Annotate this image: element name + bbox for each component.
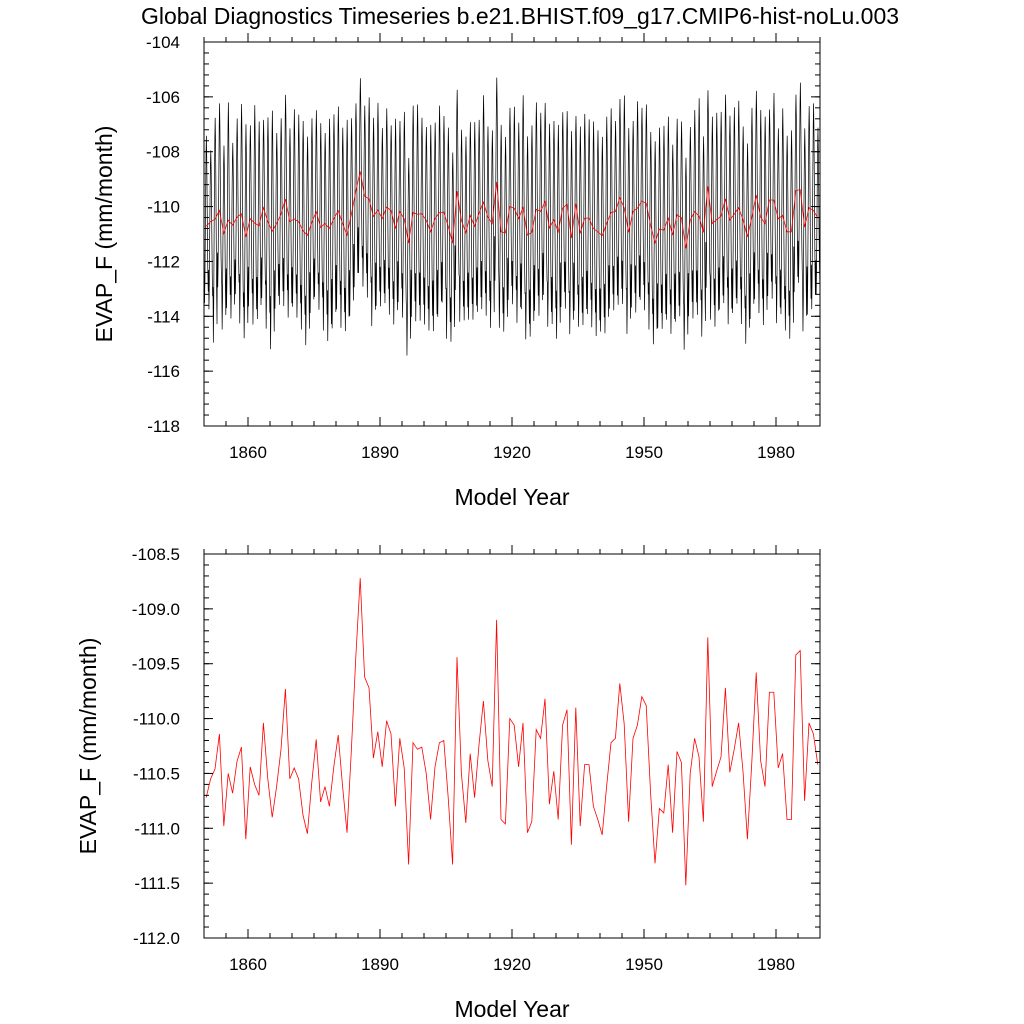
top-y-axis-title: EVAP_F (mm/month) — [91, 126, 117, 343]
bottom-y-tick-label: -109.5 — [132, 655, 180, 674]
top-y-tick-label: -118 — [147, 417, 180, 436]
top-x-tick-label: 1980 — [757, 443, 795, 462]
annual-mean-line — [205, 171, 819, 249]
bottom-y-tick-label: -109.0 — [132, 600, 180, 619]
chart-title: Global Diagnostics Timeseries b.e21.BHIS… — [141, 3, 899, 29]
bottom-plot-area — [205, 578, 819, 886]
bottom-y-axis-title: EVAP_F (mm/month) — [75, 638, 101, 855]
top-y-tick-label: -112 — [147, 252, 180, 271]
top-y-tick-label: -108 — [146, 143, 180, 162]
top-x-tick-label: 1860 — [229, 443, 267, 462]
top-x-axis-title: Model Year — [454, 484, 569, 510]
bottom-x-tick-label: 1980 — [757, 955, 795, 974]
bottom-x-tick-label: 1890 — [361, 955, 399, 974]
top-y-tick-label: -110 — [147, 198, 180, 217]
top-panel: 1860 1890 1920 1950 1980 -118 -116 -114 -112 -110… — [91, 33, 821, 510]
bottom-panel: 1860 1890 1920 1950 1980 -112.0 -111.5 -111.0 -1… — [75, 545, 821, 1022]
bottom-y-tick-label: -110.5 — [133, 764, 180, 783]
bottom-x-tick-label: 1920 — [493, 955, 531, 974]
top-y-tick-label: -104 — [146, 33, 180, 52]
top-y-tick-label: -116 — [147, 362, 180, 381]
bottom-y-tick-label: -111.5 — [134, 874, 180, 893]
bottom-y-tick-label: -112.0 — [133, 929, 180, 948]
top-plot-frame — [203, 41, 821, 427]
bottom-y-tick-label: -108.5 — [132, 545, 180, 564]
top-axes: 1860 1890 1920 1950 1980 -118 -116 -114 -112 -110… — [146, 33, 821, 462]
bottom-y-tick-label: -111.0 — [134, 819, 180, 838]
monthly-series-line — [203, 77, 821, 356]
annual-mean-line — [205, 578, 819, 886]
bottom-y-tick-label: -110.0 — [133, 710, 180, 729]
bottom-plot-frame — [203, 553, 821, 939]
top-x-tick-label: 1950 — [625, 443, 663, 462]
bottom-axes: 1860 1890 1920 1950 1980 -112.0 -111.5 -111.0 -1… — [132, 545, 821, 974]
top-y-tick-label: -114 — [147, 307, 180, 326]
bottom-x-axis-title: Model Year — [454, 996, 569, 1022]
bottom-x-tick-label: 1860 — [229, 955, 267, 974]
bottom-x-tick-label: 1950 — [625, 955, 663, 974]
top-x-tick-label: 1920 — [493, 443, 531, 462]
top-plot-area — [203, 77, 821, 356]
top-x-tick-label: 1890 — [361, 443, 399, 462]
top-y-tick-label: -106 — [146, 88, 180, 107]
